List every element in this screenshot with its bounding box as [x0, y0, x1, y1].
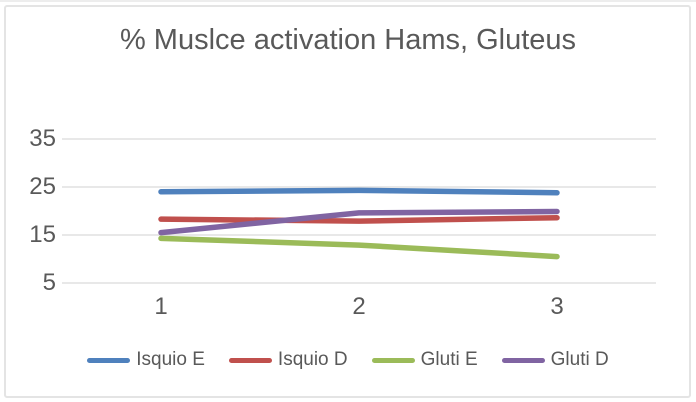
window-top-edge — [0, 0, 696, 2]
legend-label: Isquio E — [136, 349, 205, 370]
legend-swatch-isquio-e — [87, 357, 131, 363]
legend-item-isquio-d: Isquio D — [228, 349, 348, 371]
x-axis-tick-label: 3 — [550, 293, 564, 320]
legend-item-gluti-e: Gluti E — [371, 349, 478, 371]
legend-label: Isquio D — [277, 349, 348, 370]
legend-label: Gluti D — [550, 349, 609, 370]
chart-card-border — [4, 5, 691, 398]
legend-item-gluti-d: Gluti D — [501, 349, 609, 371]
y-axis-tick-label: 15 — [29, 221, 56, 248]
y-axis-tick-label: 5 — [42, 269, 56, 296]
legend-swatch-gluti-d — [501, 357, 545, 363]
x-axis-tick-label: 2 — [352, 293, 366, 320]
legend-swatch-isquio-d — [228, 357, 272, 363]
legend: Isquio E Isquio D Gluti E Gluti D — [0, 347, 696, 373]
x-axis-tick-label: 1 — [154, 293, 168, 320]
legend-item-isquio-e: Isquio E — [87, 349, 205, 371]
legend-swatch-gluti-e — [371, 357, 415, 363]
legend-label: Gluti E — [420, 349, 478, 370]
y-axis-tick-label: 25 — [29, 173, 56, 200]
chart-title: % Muslce activation Hams, Gluteus — [119, 24, 577, 56]
y-axis-tick-label: 35 — [29, 125, 56, 152]
